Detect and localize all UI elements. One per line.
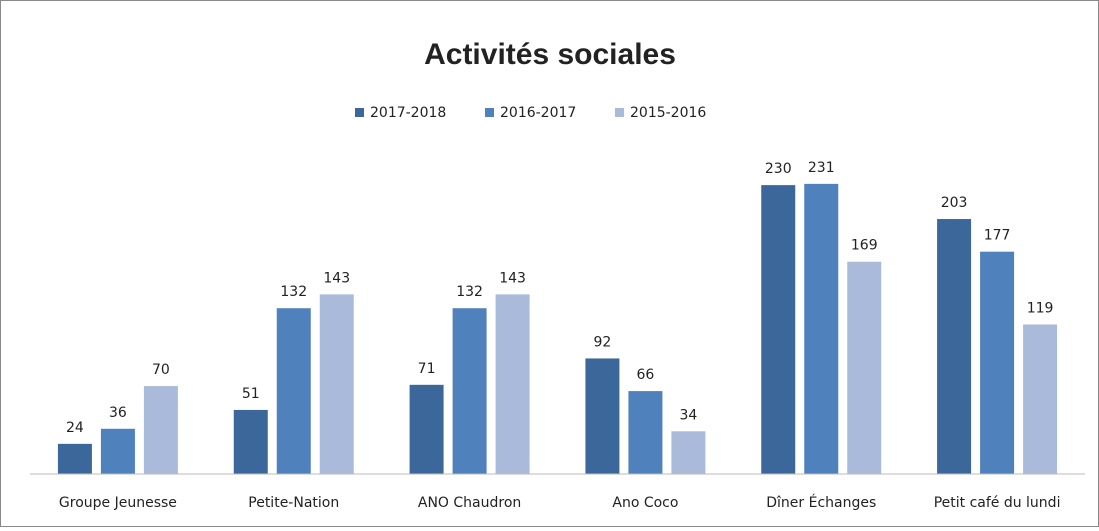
data-label: 36	[109, 405, 127, 421]
data-label: 132	[456, 284, 483, 300]
legend-swatch	[355, 108, 364, 117]
bar	[276, 308, 311, 474]
bar	[57, 443, 92, 474]
x-tick-label: Petit café du lundi	[934, 495, 1061, 511]
chart-title: Activités sociales	[424, 38, 676, 71]
bar	[319, 294, 354, 474]
x-tick-label: Ano Coco	[612, 495, 678, 511]
legend-label: 2017-2018	[370, 105, 446, 121]
bar	[585, 358, 620, 474]
data-label: 51	[242, 386, 260, 402]
bar	[233, 409, 268, 474]
x-tick-label: ANO Chaudron	[418, 495, 521, 511]
data-label: 24	[66, 420, 84, 436]
bar	[409, 384, 444, 474]
data-label: 92	[594, 334, 612, 350]
bar	[452, 308, 487, 474]
data-label: 66	[637, 367, 655, 383]
bar	[671, 431, 706, 474]
bar	[804, 183, 839, 474]
bar	[1023, 324, 1058, 474]
data-label: 132	[280, 284, 307, 300]
data-label: 71	[418, 361, 436, 377]
bar	[100, 428, 135, 474]
x-tick-label: Petite-Nation	[248, 495, 339, 511]
bar	[761, 185, 796, 474]
bar	[143, 386, 178, 474]
data-label: 34	[680, 407, 698, 423]
legend-label: 2016-2017	[500, 105, 576, 121]
bar	[980, 251, 1015, 474]
data-label: 143	[323, 270, 350, 286]
data-label: 169	[851, 238, 878, 254]
data-label: 119	[1027, 301, 1054, 317]
data-label: 203	[941, 195, 968, 211]
x-tick-label: Groupe Jeunesse	[59, 495, 177, 511]
data-label: 231	[808, 160, 835, 176]
bar	[937, 219, 972, 474]
legend-label: 2015-2016	[630, 105, 706, 121]
data-label: 143	[499, 270, 526, 286]
x-tick-label: Dîner Échanges	[766, 494, 876, 511]
legend-swatch	[615, 108, 624, 117]
data-label: 177	[984, 228, 1011, 244]
bar	[847, 261, 882, 474]
bar	[628, 391, 663, 474]
bar	[495, 294, 530, 474]
data-label: 70	[152, 362, 170, 378]
legend-swatch	[485, 108, 494, 117]
data-label: 230	[765, 161, 792, 177]
